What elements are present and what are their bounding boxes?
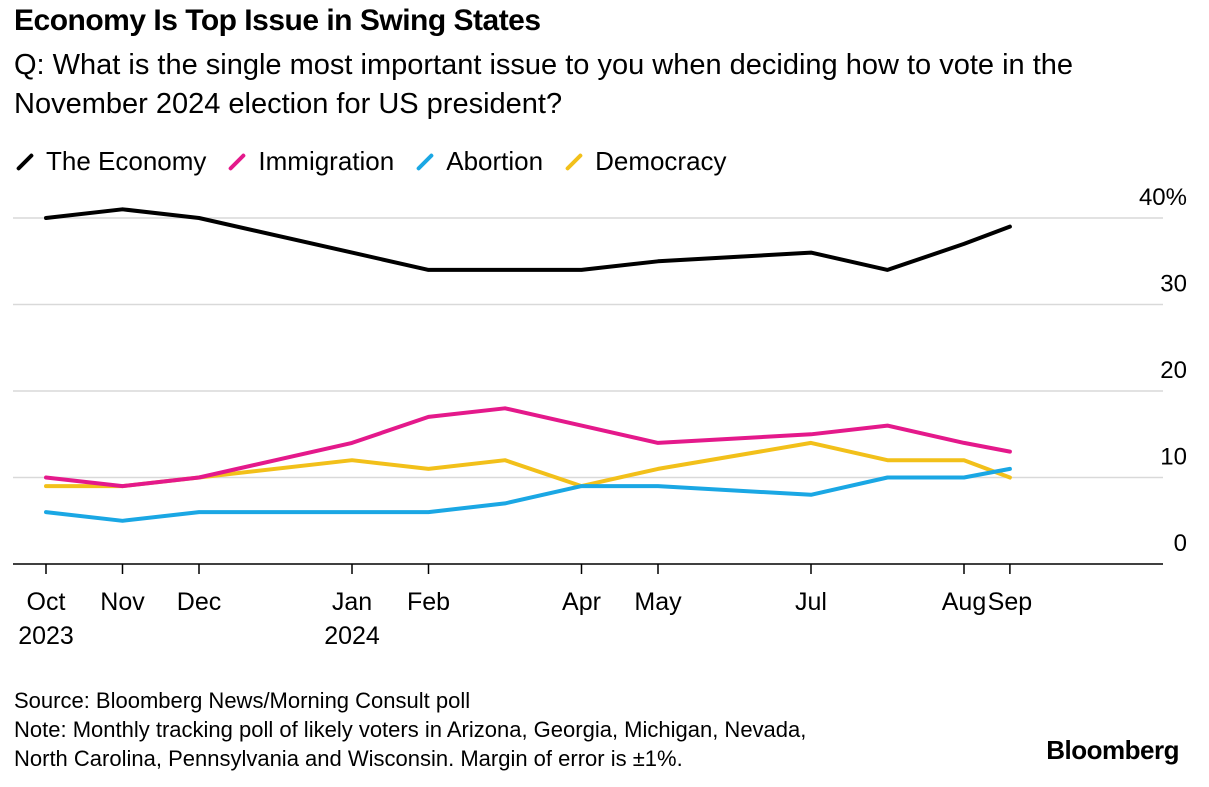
x-tick-label-apr: Apr (562, 588, 601, 616)
line-chart: 0 10 20 30 40% Oct 2023 Nov Dec Jan 2024 Feb Apr May J… (13, 184, 1187, 650)
legend-label-economy: The Economy (46, 146, 207, 176)
series-line-the-economy (44, 207, 1012, 272)
x-tick-label-nov: Nov (100, 588, 145, 616)
chart-footer: Source: Bloomberg News/Morning Consult p… (14, 686, 806, 773)
x-tick-label-feb: Feb (407, 588, 450, 616)
legend-label-democracy: Democracy (595, 146, 727, 176)
y-tick-label-10: 10 (1160, 444, 1187, 471)
source-note: Source: Bloomberg News/Morning Consult p… (14, 688, 471, 713)
series-line-abortion (44, 466, 1012, 523)
legend-swatch-immigration (228, 152, 247, 171)
y-tick-label-40: 40% (1139, 184, 1187, 211)
x-tick-label-jul: Jul (795, 588, 827, 616)
x-tick-label-may: May (634, 588, 682, 616)
series-line-immigration (44, 406, 1012, 489)
x-tick-label-dec: Dec (177, 588, 221, 616)
legend-item-economy: The Economy (14, 146, 206, 177)
chart-title: Economy Is Top Issue in Swing States (14, 4, 541, 37)
legend: The Economy Immigration Abortion Democra… (14, 146, 747, 177)
legend-item-abortion: Abortion (414, 146, 543, 177)
x-tick-label-aug: Aug (942, 588, 986, 616)
methodology-note-line-1: Note: Monthly tracking poll of likely vo… (14, 717, 807, 742)
bloomberg-logo: Bloomberg (1046, 735, 1179, 765)
legend-item-immigration: Immigration (226, 146, 394, 177)
chart-subtitle: Q: What is the single most important iss… (14, 49, 1074, 120)
legend-swatch-economy (15, 152, 35, 171)
methodology-note-line-2: North Carolina, Pennsylvania and Wiscons… (14, 746, 683, 771)
legend-swatch-democracy (564, 152, 584, 171)
legend-item-democracy: Democracy (563, 146, 727, 177)
x-tick-label-sep: Sep (988, 588, 1032, 616)
y-tick-label-30: 30 (1160, 271, 1187, 298)
y-tick-label-20: 20 (1160, 357, 1187, 384)
legend-swatch-abortion (416, 152, 435, 171)
x-tick-sublabel-2024: 2024 (324, 622, 380, 650)
x-tick-sublabel-2023: 2023 (18, 622, 74, 650)
y-tick-label-0: 0 (1174, 530, 1187, 557)
x-tick-label-oct: Oct (27, 588, 66, 616)
x-tick-label-jan: Jan (332, 588, 372, 616)
legend-label-abortion: Abortion (446, 146, 544, 176)
legend-label-immigration: Immigration (258, 146, 395, 176)
